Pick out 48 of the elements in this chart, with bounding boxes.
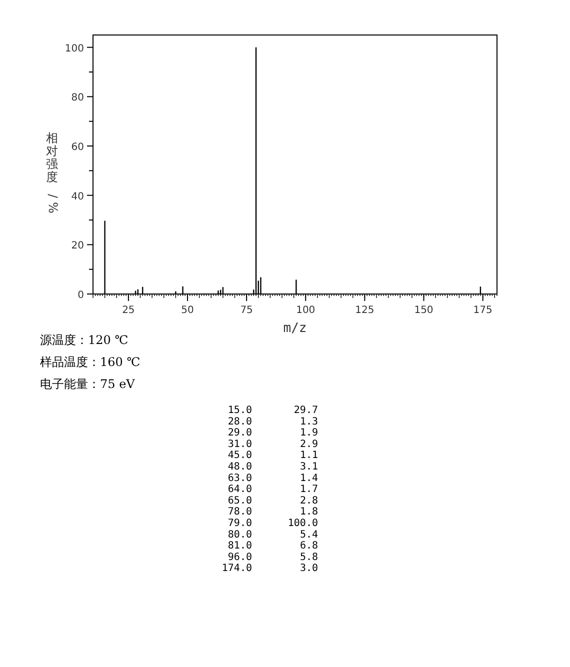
x-axis-title: m/z [283, 321, 307, 336]
y-tick-label: 80 [71, 92, 84, 104]
text: 64.0 [228, 484, 252, 496]
x-tick-label: 25 [122, 305, 135, 316]
y-tick-label: 60 [71, 142, 84, 153]
text: 63.0 [228, 472, 252, 484]
text: 6.8 [300, 540, 318, 552]
text: 174.0 [222, 563, 252, 574]
x-tick-label: 50 [181, 305, 194, 316]
text: 1.9 [300, 428, 318, 439]
text: 45.0 [228, 450, 252, 462]
text: 80.0 [228, 529, 252, 540]
text: 2.9 [300, 438, 318, 450]
text: 电子能量：75 eV [40, 377, 136, 391]
text: 源温度：120 ℃ [40, 333, 128, 347]
x-tick-label: 125 [355, 305, 374, 316]
text: 31.0 [228, 438, 252, 450]
text: 1.4 [300, 472, 318, 484]
y-tick-label: 100 [64, 43, 84, 54]
text: 48.0 [228, 462, 252, 472]
text: 5.4 [300, 529, 318, 540]
y-axis-title: 相对强度/% [46, 131, 60, 214]
text: 样品温度：160 ℃ [40, 355, 140, 369]
x-tick-label: 100 [296, 305, 316, 316]
x-tick-label: 150 [414, 305, 434, 316]
text: 100.0 [288, 518, 318, 529]
text: 65.0 [228, 495, 252, 506]
text: 15.0 [228, 405, 252, 416]
x-tick-label: 175 [473, 305, 492, 316]
text: 81.0 [228, 540, 252, 552]
text: 3.1 [300, 462, 318, 472]
text: 1.7 [300, 484, 318, 496]
text: 28.0 [228, 416, 252, 428]
y-tick-label: 40 [71, 191, 84, 202]
text: 5.8 [300, 552, 318, 563]
text: 29.0 [228, 428, 252, 439]
text: 1.8 [300, 506, 318, 518]
text: 79.0 [228, 518, 252, 529]
y-tick-label: 0 [78, 290, 84, 301]
text: 1.1 [300, 450, 318, 462]
text: 29.7 [294, 405, 318, 416]
text: 2.8 [300, 495, 318, 506]
text: 3.0 [300, 563, 318, 574]
text: 1.3 [300, 416, 318, 428]
y-tick-label: 20 [71, 240, 84, 252]
text: 78.0 [228, 506, 252, 518]
text: 96.0 [228, 552, 252, 563]
x-tick-label: 75 [240, 305, 253, 316]
